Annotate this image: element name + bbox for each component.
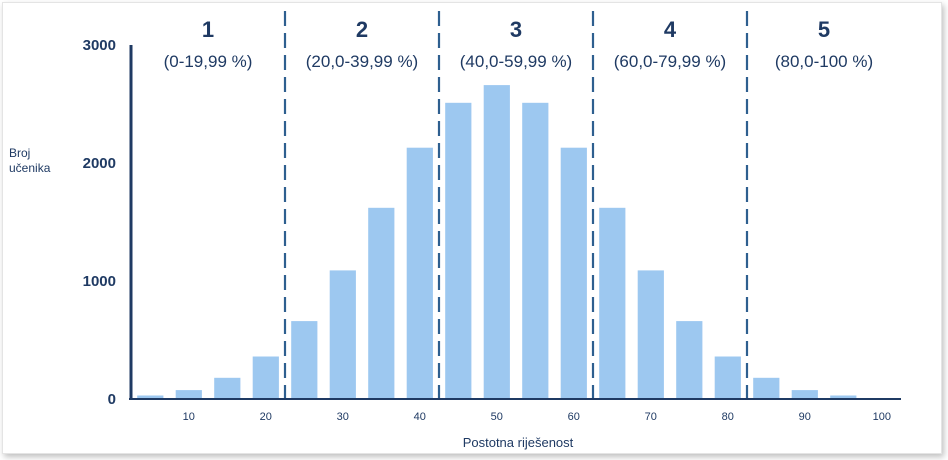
- bar-65: [599, 207, 626, 399]
- bar-70: [637, 270, 664, 399]
- grade-range-label: (80,0-100 %): [775, 52, 873, 71]
- bar-80: [714, 356, 741, 399]
- bar-45: [445, 102, 472, 400]
- chart-frame: 0 1000 2000 3000 10 20 30 40 50 60 70 80 90 100 Broj uč…: [2, 2, 942, 454]
- grade-number: 1: [202, 17, 214, 42]
- bar-25: [291, 321, 318, 399]
- x-tick-label: 70: [645, 411, 657, 423]
- grade-range-label: (0-19,99 %): [164, 52, 253, 71]
- y-axis-label: učenika: [9, 161, 51, 175]
- x-tick-label: 50: [491, 411, 503, 423]
- grade-range-label: (20,0-39,99 %): [306, 52, 418, 71]
- bar-55: [522, 102, 549, 400]
- bar-75: [676, 321, 703, 399]
- bar-40: [406, 147, 433, 399]
- x-tick-label: 100: [873, 411, 891, 423]
- bar-30: [329, 270, 356, 399]
- bar-15: [214, 377, 241, 399]
- x-tick-label: 10: [183, 411, 195, 423]
- y-tick-label: 2000: [83, 155, 116, 172]
- bar-60: [560, 147, 587, 399]
- x-tick-label: 30: [337, 411, 349, 423]
- bar-50: [483, 85, 510, 399]
- bar-5: [137, 395, 164, 399]
- grade-number: 5: [818, 17, 830, 42]
- x-tick-label: 90: [799, 411, 811, 423]
- x-axis-label: Postotna riješenost: [463, 435, 574, 450]
- grade-range-label: (60,0-79,99 %): [614, 52, 726, 71]
- histogram-chart: 0 1000 2000 3000 10 20 30 40 50 60 70 80 90 100 Brojuč…: [9, 11, 901, 450]
- y-tick-label: 3000: [83, 37, 116, 54]
- bar-90: [791, 390, 818, 399]
- x-tick-label: 40: [414, 411, 426, 423]
- bar-20: [252, 356, 279, 399]
- bar-95: [830, 395, 857, 399]
- y-axis-label: Broj: [9, 146, 30, 160]
- y-tick-label: 0: [108, 391, 116, 408]
- bar-85: [753, 377, 780, 399]
- grade-number: 2: [356, 17, 368, 42]
- bar-10: [175, 390, 202, 399]
- grade-number: 4: [664, 17, 677, 42]
- x-tick-label: 20: [260, 411, 272, 423]
- grade-number: 3: [510, 17, 522, 42]
- x-tick-label: 80: [722, 411, 734, 423]
- grade-range-label: (40,0-59,99 %): [460, 52, 572, 71]
- y-tick-label: 1000: [83, 273, 116, 290]
- bar-35: [368, 207, 395, 399]
- x-tick-label: 60: [568, 411, 580, 423]
